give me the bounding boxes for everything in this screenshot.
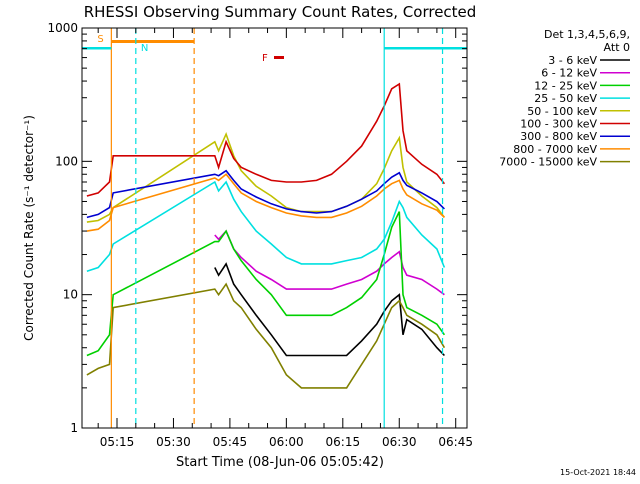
x-tick-label-4: 06:15 (326, 435, 361, 449)
x-axis-label: Start Time (08-Jun-06 05:05:42) (176, 455, 384, 470)
y-axis-label: Corrected Count Rate (s⁻¹ detector⁻¹) (22, 115, 36, 341)
series-line-0 (214, 262, 445, 357)
marker-f-bar (274, 56, 284, 59)
legend-label-3: 25 - 50 keV (534, 92, 597, 105)
series-line-6 (86, 169, 445, 219)
series-line-8 (86, 282, 446, 389)
legend-label-5: 100 - 300 keV (520, 118, 597, 131)
series-line-7 (86, 173, 445, 232)
series-group: S N F (82, 28, 467, 428)
series-line-3 (86, 180, 446, 272)
legend-label-7: 800 - 7000 keV (513, 143, 597, 156)
x-tick-label-6: 06:45 (438, 435, 473, 449)
y-tick-label-2: 100 (55, 154, 78, 168)
series-line-2 (86, 211, 446, 357)
x-tick-label-3: 06:00 (269, 435, 304, 449)
y-tick-label-0: 1 (70, 421, 78, 435)
marker-s-label: S (97, 34, 103, 45)
legend-label-1: 6 - 12 keV (541, 67, 597, 80)
legend-label-4: 50 - 100 keV (527, 105, 597, 118)
y-tick-label-1: 10 (63, 288, 78, 302)
series-line-1 (214, 229, 445, 296)
legend-label-2: 12 - 25 keV (534, 79, 597, 92)
x-tick-label-0: 05:15 (100, 435, 135, 449)
series-line-5 (86, 82, 446, 197)
x-axis-ticks: 05:15 05:30 05:45 06:00 06:15 06:30 06:45 (97, 28, 473, 449)
footer-timestamp: 15-Oct-2021 18:44 (560, 468, 636, 477)
x-tick-label-2: 05:45 (213, 435, 248, 449)
y-axis-ticks: 1 10 100 1000 (47, 21, 467, 435)
marker-n-bar-2 (384, 47, 467, 50)
marker-n-bar-1 (82, 47, 112, 50)
legend-label-6: 300 - 800 keV (520, 130, 597, 143)
plot-area: S N F (82, 28, 467, 428)
legend-label-8: 7000 - 15000 keV (499, 156, 597, 169)
chart-title: RHESSI Observing Summary Count Rates, Co… (84, 3, 477, 21)
legend-subtitle: Att 0 (604, 41, 630, 54)
marker-s-bar (111, 40, 195, 43)
x-tick-label-5: 06:30 (382, 435, 417, 449)
y-tick-label-3: 1000 (47, 21, 78, 35)
plot-frame (81, 27, 468, 429)
marker-n-label: N (141, 43, 148, 54)
x-tick-label-1: 05:30 (156, 435, 191, 449)
legend-label-0: 3 - 6 keV (548, 54, 597, 67)
marker-f-label: F (262, 53, 268, 64)
legend-title: Det 1,3,4,5,6,9, (544, 28, 630, 41)
